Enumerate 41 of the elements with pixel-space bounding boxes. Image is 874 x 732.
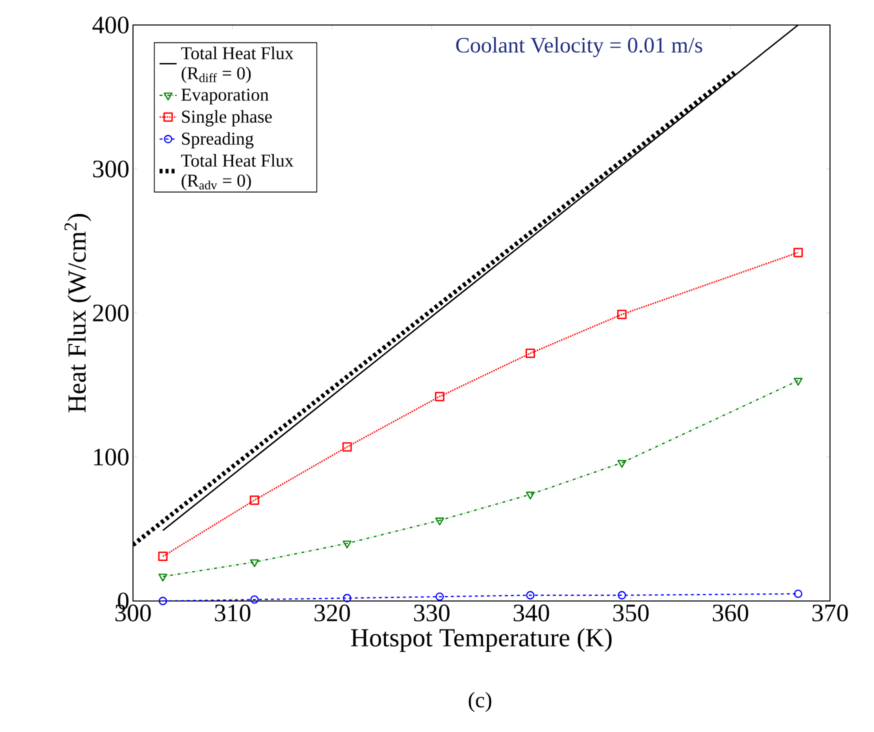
point [618,591,626,600]
x-tick-label: 320 [314,604,350,622]
point [794,378,803,386]
point [793,248,803,258]
legend-label: Spreading [182,132,254,148]
point [342,442,352,452]
y-tick-label: 400 [92,16,129,34]
x-tick-label: 340 [514,604,550,622]
x-axis-title: Hotspot Temperature (K) [351,628,612,652]
point [342,540,352,548]
point [342,594,352,602]
point [435,592,444,601]
point [250,595,259,604]
y-axis-title: Heat Flux (W/cm$^{2}$) [64,214,92,412]
point [158,552,168,562]
annotation: Coolant Velocity = 0.01 m/s [456,37,702,58]
y-tick-label: 300 [93,160,129,178]
x-tick-label: 360 [712,604,748,622]
point [250,559,259,568]
legend-label: Total Heat Flux (R$_{adv}$ = 0) [181,154,294,190]
x-tick-label: 350 [613,604,649,622]
legend-label: Evaporation [181,88,269,104]
y-tick-label: 100 [94,448,129,466]
y-tick-label: 200 [93,304,129,322]
legend-label: Total Heat Flux (R$_{diff}$ = 0) [181,46,294,83]
point [794,590,802,598]
x-tick-label: 370 [812,604,848,622]
point [617,310,627,320]
x-tick-label: 310 [215,604,250,622]
x-tick-label: 330 [414,604,450,622]
point [435,518,444,526]
point [526,348,535,358]
point [158,596,168,606]
point [526,591,534,600]
point [526,492,535,500]
text: (c) [468,692,492,712]
point [617,460,626,468]
point [434,392,444,402]
legend-label: Single phase [182,110,272,126]
point [158,574,168,582]
point [250,496,260,505]
